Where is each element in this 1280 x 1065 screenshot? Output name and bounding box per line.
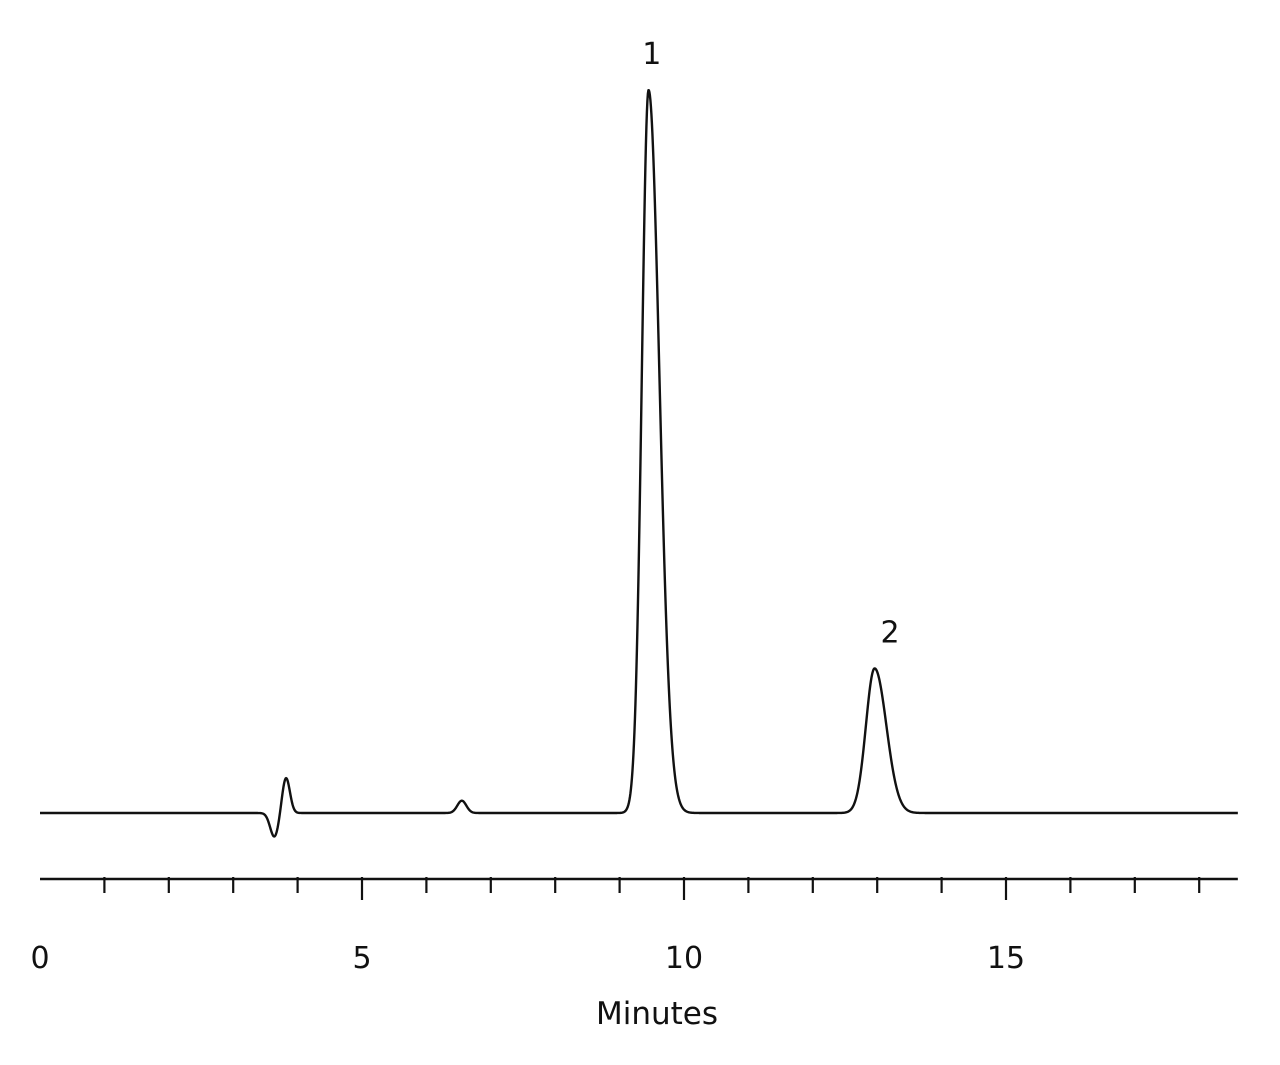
trace-layer xyxy=(39,89,1239,838)
x-tick-label: 5 xyxy=(352,941,371,976)
chromatogram-trace xyxy=(39,89,1239,838)
x-axis-label: Minutes xyxy=(596,996,718,1032)
x-tick-label: 10 xyxy=(665,941,703,976)
peak-label-2: 2 xyxy=(881,615,900,650)
peak-labels: 12 xyxy=(642,37,899,650)
x-tick-label: 15 xyxy=(987,941,1025,976)
time-axis: 0 5 10 15 xyxy=(30,877,1238,976)
x-tick-label: 0 xyxy=(30,941,49,976)
peak-label-1: 1 xyxy=(642,37,661,72)
